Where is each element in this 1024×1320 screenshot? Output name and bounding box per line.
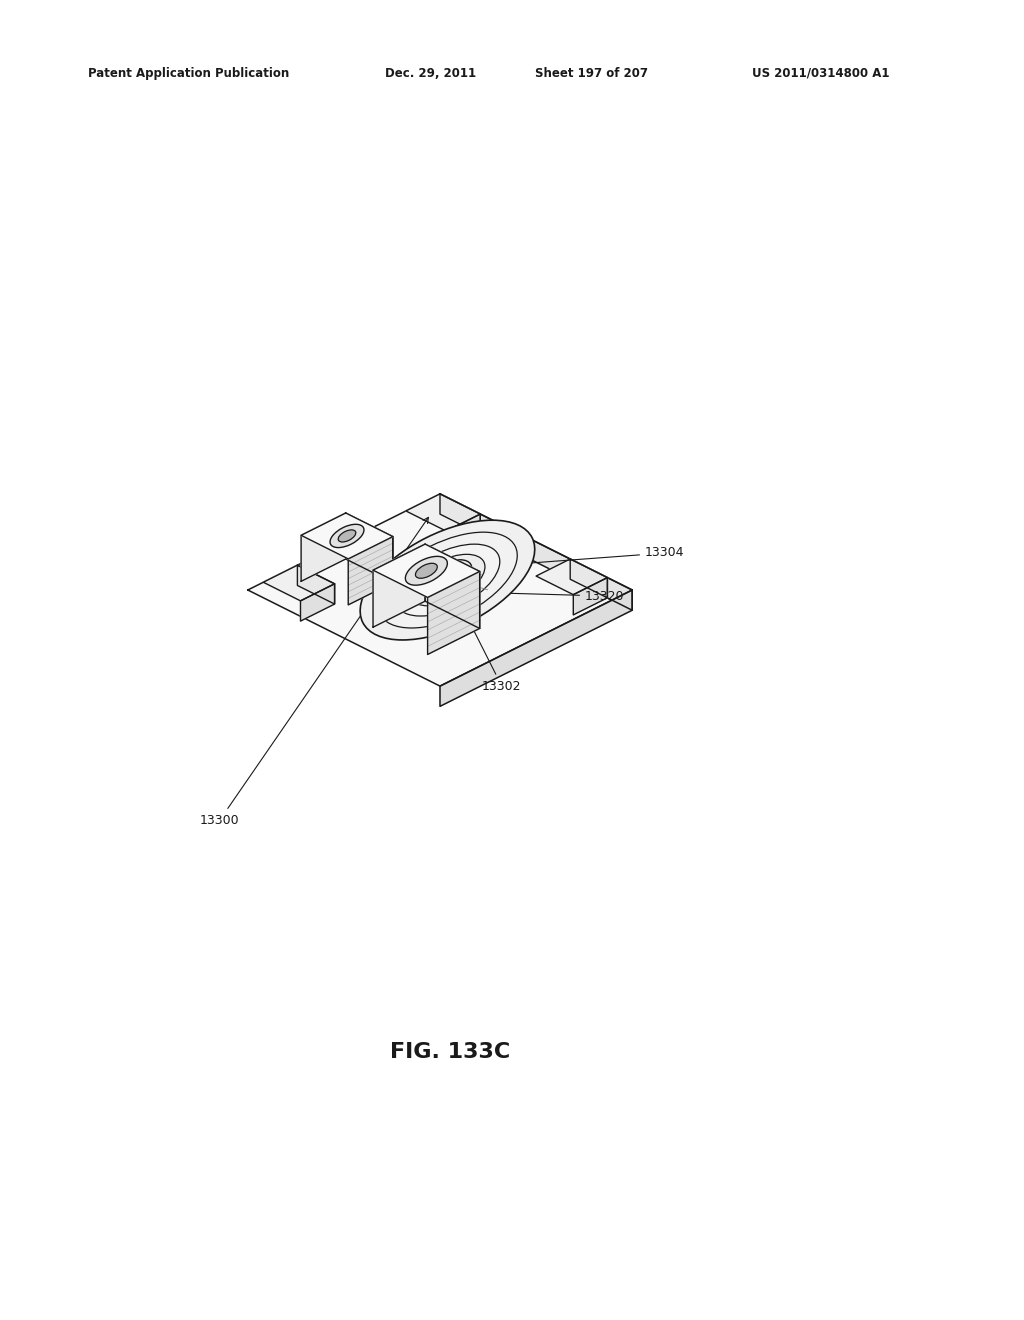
Polygon shape — [440, 494, 480, 535]
Ellipse shape — [410, 554, 485, 606]
Ellipse shape — [338, 529, 355, 543]
Polygon shape — [406, 494, 480, 531]
Text: 13302: 13302 — [450, 583, 521, 693]
Ellipse shape — [330, 524, 364, 548]
Polygon shape — [301, 513, 346, 581]
Ellipse shape — [360, 520, 535, 640]
Polygon shape — [373, 544, 479, 598]
Ellipse shape — [423, 560, 472, 593]
Text: 13300: 13300 — [200, 517, 428, 826]
Polygon shape — [570, 558, 607, 598]
Text: Patent Application Publication: Patent Application Publication — [88, 67, 289, 81]
Polygon shape — [348, 536, 393, 605]
Polygon shape — [300, 583, 335, 622]
Polygon shape — [248, 494, 632, 686]
Ellipse shape — [406, 556, 447, 585]
Polygon shape — [446, 513, 480, 552]
Ellipse shape — [395, 544, 500, 616]
Polygon shape — [440, 494, 632, 610]
Polygon shape — [425, 544, 479, 628]
Text: 13304: 13304 — [429, 546, 684, 570]
Text: Sheet 197 of 207: Sheet 197 of 207 — [535, 67, 648, 81]
Ellipse shape — [378, 532, 517, 628]
Text: FIG. 133C: FIG. 133C — [390, 1041, 510, 1063]
Polygon shape — [373, 544, 425, 627]
Polygon shape — [346, 513, 393, 582]
Ellipse shape — [416, 564, 437, 578]
Ellipse shape — [437, 566, 458, 581]
Polygon shape — [297, 565, 335, 605]
Text: Dec. 29, 2011: Dec. 29, 2011 — [385, 67, 476, 81]
Polygon shape — [428, 572, 479, 655]
Text: 13320: 13320 — [463, 590, 625, 602]
Polygon shape — [263, 565, 335, 601]
Polygon shape — [301, 513, 393, 558]
Polygon shape — [573, 578, 607, 615]
Polygon shape — [537, 558, 607, 594]
Polygon shape — [440, 590, 632, 706]
Text: US 2011/0314800 A1: US 2011/0314800 A1 — [752, 67, 890, 81]
